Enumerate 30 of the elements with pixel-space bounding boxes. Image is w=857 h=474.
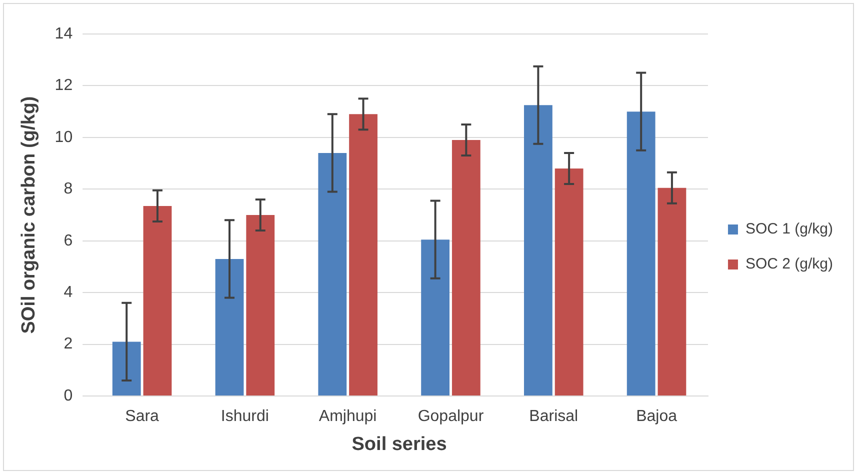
x-tick-label: Gopalpur	[418, 408, 484, 426]
legend-label: SOC 1 (g/kg)	[745, 220, 834, 238]
y-tick-label: 4	[64, 284, 73, 301]
x-tick-label: Bajoa	[636, 408, 678, 426]
y-tick-label: 8	[64, 180, 73, 198]
bar	[524, 105, 552, 396]
bar	[318, 152, 347, 396]
x-tick-label: Sara	[125, 408, 160, 426]
bar	[246, 215, 275, 396]
y-axis-title: SOil organic carbon (g/kg)	[18, 96, 40, 334]
x-tick-label: Ishurdi	[220, 408, 269, 426]
y-tick-label: 12	[54, 77, 73, 94]
bar	[452, 140, 480, 396]
bar	[215, 258, 244, 396]
bar	[349, 114, 378, 396]
bar	[658, 188, 686, 396]
x-axis-title: Soil series	[352, 434, 447, 455]
bar	[143, 206, 172, 396]
legend-label: SOC 2 (g/kg)	[745, 256, 834, 273]
x-tick-label: Barisal	[529, 408, 578, 426]
y-tick-label: 6	[64, 232, 73, 250]
bar	[554, 168, 584, 396]
bar	[626, 112, 656, 396]
y-tick-label: 14	[54, 25, 73, 42]
bar	[112, 342, 141, 396]
y-tick-label: 10	[54, 128, 73, 146]
x-tick-label: Amjhupi	[318, 408, 377, 426]
bar	[421, 240, 450, 396]
y-tick-label: 2	[64, 336, 73, 353]
y-tick-label: 0	[64, 387, 73, 404]
